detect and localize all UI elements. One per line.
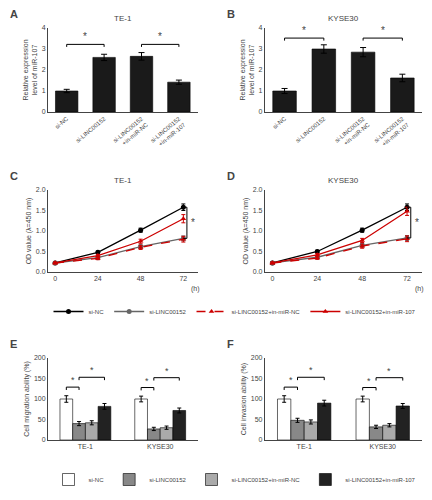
svg-text:*: * <box>83 31 87 42</box>
svg-text:OD value (λ=450 nm): OD value (λ=450 nm) <box>25 198 33 265</box>
svg-text:200: 200 <box>34 354 46 361</box>
svg-text:si-NC: si-NC <box>89 477 105 483</box>
svg-text:Relative expressionlevel of mi: Relative expressionlevel of miR-107 <box>22 39 38 100</box>
svg-text:si-LINC00152+in-miR-NC: si-LINC00152+in-miR-NC <box>334 115 371 150</box>
svg-text:0: 0 <box>270 275 274 282</box>
svg-text:si-LINC00152+in-miR-107: si-LINC00152+in-miR-107 <box>373 115 410 150</box>
svg-text:si-NC: si-NC <box>54 115 70 130</box>
svg-text:F: F <box>227 338 234 350</box>
svg-text:KYSE30: KYSE30 <box>147 443 174 450</box>
svg-text:1.0: 1.0 <box>253 227 263 234</box>
svg-text:1.5: 1.5 <box>253 207 263 214</box>
svg-text:*: * <box>381 25 385 36</box>
svg-text:(h): (h) <box>415 285 424 293</box>
svg-text:72: 72 <box>403 275 411 282</box>
svg-text:4: 4 <box>42 24 46 31</box>
svg-text:si-LINC00152+in-miR-107: si-LINC00152+in-miR-107 <box>150 115 187 150</box>
svg-text:1.0: 1.0 <box>36 227 46 234</box>
svg-text:C: C <box>10 170 18 182</box>
svg-text:24: 24 <box>313 275 321 282</box>
svg-text:3: 3 <box>259 45 263 52</box>
svg-text:0: 0 <box>42 108 46 115</box>
svg-text:100: 100 <box>34 395 46 402</box>
svg-text:si-LINC00152+in-miR-NC: si-LINC00152+in-miR-NC <box>232 477 301 483</box>
svg-text:0.0: 0.0 <box>36 268 46 275</box>
svg-text:4: 4 <box>259 24 263 31</box>
svg-text:50: 50 <box>38 416 46 423</box>
svg-text:48: 48 <box>358 275 366 282</box>
svg-text:0.0: 0.0 <box>253 268 263 275</box>
svg-text:2.0: 2.0 <box>253 186 263 193</box>
svg-text:(h): (h) <box>191 285 200 293</box>
svg-text:0: 0 <box>42 436 46 443</box>
svg-text:24: 24 <box>94 275 102 282</box>
svg-text:Cell migration ability (%): Cell migration ability (%) <box>23 361 31 436</box>
svg-text:si-LINC00152+in-miR-NC: si-LINC00152+in-miR-NC <box>232 309 301 315</box>
svg-text:KYSE30: KYSE30 <box>369 443 396 450</box>
svg-text:0.5: 0.5 <box>36 248 46 255</box>
svg-text:0: 0 <box>53 275 57 282</box>
svg-text:TE-1: TE-1 <box>114 176 132 185</box>
svg-text:*: * <box>165 366 169 376</box>
svg-text:E: E <box>10 338 17 350</box>
svg-text:*: * <box>415 217 419 228</box>
svg-text:1: 1 <box>259 87 263 94</box>
svg-text:*: * <box>90 365 94 375</box>
svg-text:TE-1: TE-1 <box>78 443 93 450</box>
svg-text:200: 200 <box>251 354 263 361</box>
svg-text:si-LINC00152: si-LINC00152 <box>149 477 186 483</box>
svg-text:*: * <box>387 366 391 376</box>
svg-text:A: A <box>10 8 18 20</box>
svg-text:KYSE30: KYSE30 <box>328 176 359 185</box>
svg-text:Cell invasion ability (%): Cell invasion ability (%) <box>240 363 248 435</box>
svg-text:72: 72 <box>179 275 187 282</box>
svg-text:*: * <box>71 375 75 385</box>
svg-text:*: * <box>309 365 313 375</box>
svg-text:50: 50 <box>255 416 263 423</box>
svg-text:48: 48 <box>137 275 145 282</box>
svg-text:si-NC: si-NC <box>89 309 105 315</box>
svg-text:si-NC: si-NC <box>272 115 288 130</box>
svg-text:KYSE30: KYSE30 <box>328 14 359 23</box>
svg-text:3: 3 <box>42 45 46 52</box>
svg-text:*: * <box>145 376 149 386</box>
svg-text:OD value (λ=450 nm): OD value (λ=450 nm) <box>242 198 250 265</box>
svg-text:2.0: 2.0 <box>36 186 46 193</box>
svg-text:si-LINC00152+in-miR-107: si-LINC00152+in-miR-107 <box>345 477 415 483</box>
svg-text:si-LINC00152: si-LINC00152 <box>149 309 186 315</box>
svg-text:0: 0 <box>259 108 263 115</box>
svg-text:1.5: 1.5 <box>36 207 46 214</box>
svg-text:1: 1 <box>42 87 46 94</box>
svg-text:0: 0 <box>259 436 263 443</box>
svg-text:0.5: 0.5 <box>253 248 263 255</box>
svg-text:150: 150 <box>251 375 263 382</box>
svg-text:*: * <box>191 217 195 228</box>
svg-text:2: 2 <box>259 66 263 73</box>
svg-text:*: * <box>289 375 293 385</box>
svg-text:si-LINC00152+in-miR-NC: si-LINC00152+in-miR-NC <box>112 115 149 150</box>
svg-text:*: * <box>302 25 306 36</box>
svg-text:B: B <box>227 8 235 20</box>
svg-text:si-LINC00152+in-miR-107: si-LINC00152+in-miR-107 <box>345 309 415 315</box>
svg-text:150: 150 <box>34 375 46 382</box>
svg-text:D: D <box>227 170 235 182</box>
svg-text:100: 100 <box>251 395 263 402</box>
svg-text:Relative expressionlevel of mi: Relative expressionlevel of miR-107 <box>239 39 255 100</box>
svg-text:TE-1: TE-1 <box>297 443 312 450</box>
svg-text:TE-1: TE-1 <box>114 14 132 23</box>
svg-text:si-LINC00152: si-LINC00152 <box>294 115 326 144</box>
svg-text:*: * <box>367 376 371 386</box>
svg-text:2: 2 <box>42 66 46 73</box>
svg-text:si-LINC00152: si-LINC00152 <box>75 115 107 144</box>
svg-text:*: * <box>158 31 162 42</box>
